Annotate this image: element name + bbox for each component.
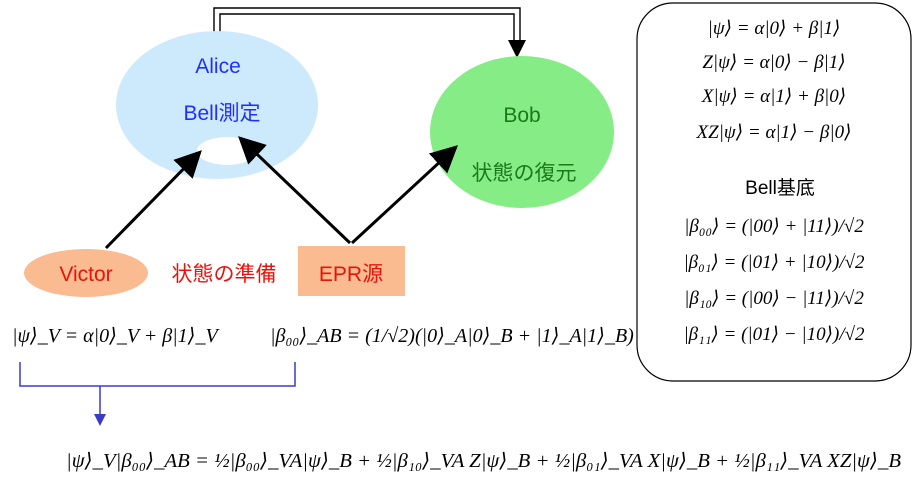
- bell-state-10: |β₁₀⟩ = (|00⟩ − |11⟩)/√2: [684, 288, 864, 309]
- operations-panel: |ψ⟩ = α|0⟩ + β|1⟩ Z|ψ⟩ = α|0⟩ − β|1⟩ X|ψ…: [637, 3, 911, 381]
- epr-source-node: EPR源: [298, 246, 405, 296]
- alice-name: Alice: [195, 55, 241, 78]
- bob-node: Bob 状態の復元: [430, 56, 614, 208]
- bob-task: 状態の復元: [472, 162, 577, 185]
- expansion-equation: |ψ⟩_V|β₀₀⟩_AB = ½|β₀₀⟩_VA|ψ⟩_B + ½|β₁₀⟩_…: [66, 450, 901, 472]
- alice-hole: [197, 137, 257, 165]
- alice-node: Alice Bell測定: [116, 31, 318, 179]
- op-xz: XZ|ψ⟩ = α|1⟩ − β|0⟩: [696, 122, 852, 143]
- bell-state-00: |β₀₀⟩ = (|00⟩ + |11⟩)/√2: [684, 216, 864, 237]
- bell-state-11: |β₁₁⟩ = (|01⟩ − |10⟩)/√2: [683, 324, 865, 345]
- combine-arrowhead-icon: [94, 414, 106, 426]
- alice-task: Bell測定: [183, 102, 260, 125]
- epr-state-equation: |β₀₀⟩_AB = (1/√2)(|0⟩_A|0⟩_B + |1⟩_A|1⟩_…: [270, 325, 634, 347]
- bell-basis-title: Bell基底: [745, 177, 815, 199]
- combine-bracket: [20, 362, 295, 426]
- epr-to-alice-arrow-icon: [240, 138, 350, 243]
- victor-to-alice-arrow-icon: [106, 152, 200, 248]
- victor-state-equation: |ψ⟩_V = α|0⟩_V + β|1⟩_V: [12, 325, 220, 347]
- victor-name: Victor: [59, 263, 112, 286]
- epr-name: EPR源: [319, 263, 383, 286]
- epr-to-bob-arrow-icon: [352, 147, 456, 243]
- preparation-label: 状態の準備: [172, 263, 277, 286]
- victor-node: Victor: [24, 249, 148, 297]
- classical-channel-arrowhead-icon: [508, 40, 526, 58]
- bob-ellipse: [430, 56, 614, 208]
- op-z: Z|ψ⟩ = α|0⟩ − β|1⟩: [702, 52, 845, 73]
- bell-state-01: |β₀₁⟩ = (|01⟩ + |10⟩)/√2: [683, 252, 865, 273]
- op-x: X|ψ⟩ = α|1⟩ + β|0⟩: [701, 86, 846, 107]
- op-identity: |ψ⟩ = α|0⟩ + β|1⟩: [708, 18, 841, 39]
- bob-name: Bob: [503, 104, 540, 127]
